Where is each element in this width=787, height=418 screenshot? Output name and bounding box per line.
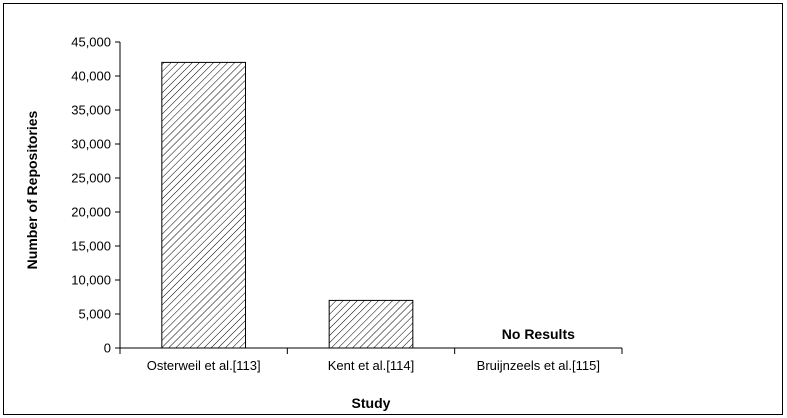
y-tick-label: 40,000 (71, 69, 111, 84)
x-tick-label: Osterweil et al.[113] (147, 358, 261, 373)
y-tick-label: 20,000 (71, 205, 111, 220)
bar (328, 299, 414, 349)
no-results-label: No Results (502, 326, 575, 342)
y-tick-label: 10,000 (71, 273, 111, 288)
y-axis-title: Number of Repositories (24, 110, 40, 269)
bars-group (161, 61, 414, 349)
y-tick-label: 30,000 (71, 137, 111, 152)
x-axis: Osterweil et al.[113] Kent et al.[114] Bru… (119, 347, 623, 373)
bar (161, 61, 246, 349)
annotations-group: No Results (502, 326, 575, 342)
y-tick-label: 45,000 (71, 35, 111, 50)
x-tick-label: Bruijnzeels et al.[115] (477, 358, 600, 373)
y-tick-label: 15,000 (71, 239, 111, 254)
x-tick-label: Kent et al.[114] (328, 358, 415, 373)
y-tick-label: 0 (104, 341, 111, 356)
y-tick-label: 25,000 (71, 171, 111, 186)
y-tick-label: 5,000 (78, 307, 111, 322)
x-axis-title: Study (352, 395, 391, 411)
y-tick-label: 35,000 (71, 103, 111, 118)
y-axis: 0 5,000 10,000 15,000 20,000 25,000 30,000 35,0… (71, 35, 121, 356)
